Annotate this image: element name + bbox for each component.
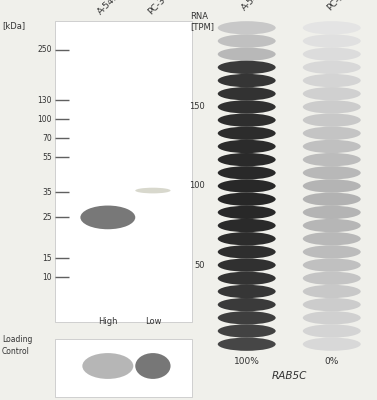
Text: A-549: A-549 <box>241 0 265 12</box>
Ellipse shape <box>303 166 361 180</box>
Ellipse shape <box>218 298 276 311</box>
Text: A-549: A-549 <box>96 0 121 17</box>
Text: 100: 100 <box>37 115 52 124</box>
Text: 0%: 0% <box>325 357 339 366</box>
Ellipse shape <box>218 34 276 48</box>
Ellipse shape <box>218 285 276 298</box>
Text: 150: 150 <box>189 102 205 112</box>
Text: 130: 130 <box>37 96 52 105</box>
Ellipse shape <box>218 74 276 87</box>
Ellipse shape <box>218 338 276 351</box>
Ellipse shape <box>218 272 276 285</box>
Ellipse shape <box>303 34 361 48</box>
Ellipse shape <box>303 21 361 34</box>
Ellipse shape <box>218 127 276 140</box>
Ellipse shape <box>303 48 361 61</box>
Ellipse shape <box>303 140 361 153</box>
Ellipse shape <box>303 272 361 285</box>
Ellipse shape <box>218 21 276 34</box>
Text: 25: 25 <box>42 213 52 222</box>
Ellipse shape <box>303 298 361 311</box>
Ellipse shape <box>303 87 361 100</box>
Ellipse shape <box>218 324 276 338</box>
Ellipse shape <box>303 285 361 298</box>
Ellipse shape <box>218 61 276 74</box>
Ellipse shape <box>218 206 276 219</box>
Text: 35: 35 <box>42 188 52 197</box>
Ellipse shape <box>218 219 276 232</box>
Text: Low: Low <box>145 318 161 326</box>
Ellipse shape <box>303 311 361 324</box>
Text: [kDa]: [kDa] <box>2 22 25 30</box>
Ellipse shape <box>303 153 361 166</box>
Ellipse shape <box>80 206 135 229</box>
Ellipse shape <box>303 338 361 351</box>
Text: 55: 55 <box>42 153 52 162</box>
Ellipse shape <box>303 232 361 245</box>
Ellipse shape <box>218 87 276 100</box>
Text: RAB5C: RAB5C <box>271 371 307 381</box>
Ellipse shape <box>218 232 276 245</box>
Text: 50: 50 <box>195 260 205 270</box>
Ellipse shape <box>218 166 276 180</box>
Ellipse shape <box>303 219 361 232</box>
Ellipse shape <box>218 153 276 166</box>
Ellipse shape <box>135 188 170 193</box>
Text: RNA
[TPM]: RNA [TPM] <box>191 12 215 31</box>
Ellipse shape <box>303 192 361 206</box>
Ellipse shape <box>303 206 361 219</box>
Ellipse shape <box>303 100 361 114</box>
Ellipse shape <box>218 245 276 258</box>
Text: 250: 250 <box>37 46 52 54</box>
Text: 10: 10 <box>42 273 52 282</box>
Ellipse shape <box>303 324 361 338</box>
Ellipse shape <box>218 140 276 153</box>
Ellipse shape <box>218 179 276 193</box>
Ellipse shape <box>218 192 276 206</box>
Ellipse shape <box>135 353 170 379</box>
Ellipse shape <box>303 127 361 140</box>
Ellipse shape <box>303 114 361 127</box>
Ellipse shape <box>303 179 361 193</box>
Text: 100%: 100% <box>234 357 260 366</box>
Ellipse shape <box>218 100 276 114</box>
Text: 15: 15 <box>42 254 52 263</box>
Ellipse shape <box>303 258 361 272</box>
Text: 70: 70 <box>42 134 52 143</box>
Ellipse shape <box>303 245 361 258</box>
Text: PC-3: PC-3 <box>325 0 346 12</box>
Ellipse shape <box>218 114 276 127</box>
Ellipse shape <box>303 74 361 87</box>
Bar <box>55 22 192 322</box>
Bar <box>55 339 192 397</box>
Ellipse shape <box>218 48 276 61</box>
Ellipse shape <box>218 258 276 272</box>
Ellipse shape <box>82 353 133 379</box>
Text: 100: 100 <box>189 182 205 190</box>
Ellipse shape <box>303 61 361 74</box>
Text: Loading
Control: Loading Control <box>2 335 32 356</box>
Text: High: High <box>98 318 118 326</box>
Text: PC-3: PC-3 <box>147 0 167 17</box>
Ellipse shape <box>218 311 276 324</box>
